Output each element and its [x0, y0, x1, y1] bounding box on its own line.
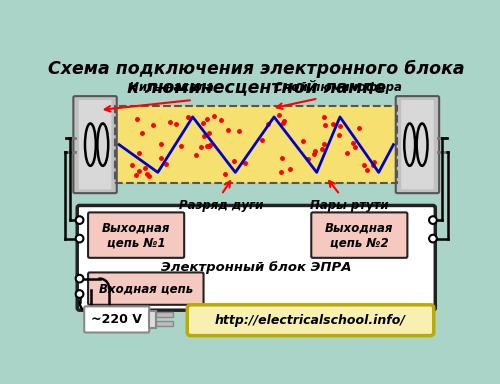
Bar [156, 321, 172, 326]
Text: Выходная
цепь №1: Выходная цепь №1 [102, 221, 170, 249]
FancyBboxPatch shape [79, 100, 112, 189]
FancyBboxPatch shape [88, 212, 184, 258]
FancyBboxPatch shape [88, 273, 204, 305]
Text: Разряд дуги: Разряд дуги [179, 199, 264, 212]
Text: Нить накала: Нить накала [128, 81, 214, 94]
Text: Схема подключения электронного блока: Схема подключения электронного блока [48, 60, 465, 78]
FancyBboxPatch shape [312, 212, 408, 258]
Circle shape [76, 235, 84, 242]
Text: Пары ртути: Пары ртути [310, 199, 388, 212]
Bar [150, 311, 156, 328]
Text: Выходная
цепь №2: Выходная цепь №2 [325, 221, 394, 249]
FancyBboxPatch shape [401, 100, 434, 189]
Bar [115, 106, 398, 183]
Circle shape [429, 235, 437, 242]
Circle shape [76, 216, 84, 224]
Circle shape [76, 290, 84, 298]
Bar [115, 106, 398, 183]
Text: Слой люминофора: Слой люминофора [274, 81, 402, 94]
Text: ~220 V: ~220 V [92, 313, 142, 326]
FancyBboxPatch shape [396, 96, 439, 193]
FancyBboxPatch shape [84, 306, 150, 333]
FancyBboxPatch shape [77, 205, 436, 310]
Text: к люминесцентной лампе: к люминесцентной лампе [126, 78, 386, 96]
FancyBboxPatch shape [188, 305, 434, 336]
Text: http://electricalschool.info/: http://electricalschool.info/ [215, 314, 406, 327]
Text: Электронный блок ЭПРА: Электронный блок ЭПРА [161, 261, 352, 273]
Circle shape [76, 275, 84, 283]
Circle shape [429, 216, 437, 224]
FancyBboxPatch shape [74, 96, 117, 193]
Text: Входная цепь: Входная цепь [99, 282, 193, 295]
Bar [156, 312, 172, 317]
